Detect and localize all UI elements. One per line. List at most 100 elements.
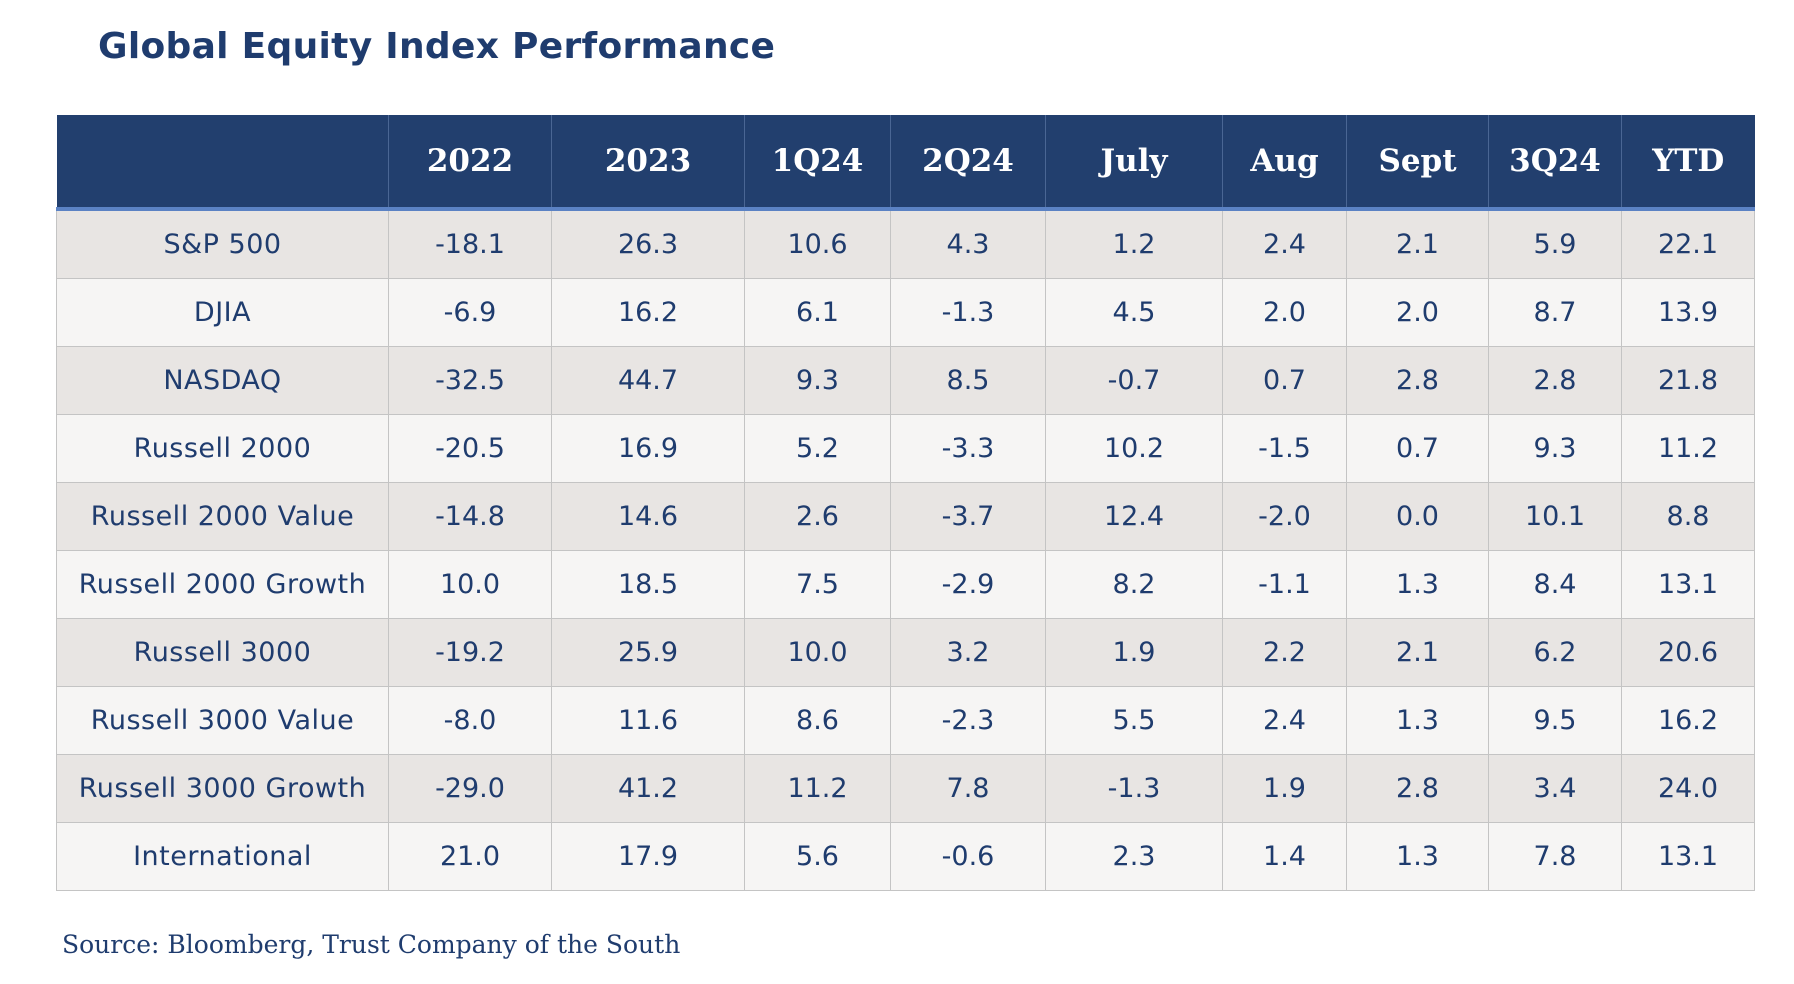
value-cell: 7.8: [890, 754, 1046, 823]
header-cell: 2023: [551, 115, 745, 211]
value-cell: 9.3: [744, 346, 891, 415]
value-cell: 8.8: [1621, 482, 1755, 551]
value-cell: 18.5: [551, 550, 745, 619]
table-row: NASDAQ -32.5 44.7 9.3 8.5 -0.7 0.7 2.8 2.8 21.8: [56, 346, 1755, 415]
value-cell: 11.2: [1621, 414, 1755, 483]
row-label-cell: Russell 2000: [56, 414, 389, 483]
value-cell: 5.2: [744, 414, 891, 483]
value-cell: 10.0: [744, 618, 891, 687]
table-row: Russell 3000 Growth -29.0 41.2 11.2 7.8 -1.3 1…: [56, 754, 1755, 823]
value-cell: 20.6: [1621, 618, 1755, 687]
value-cell: 10.0: [388, 550, 552, 619]
value-cell: 12.4: [1045, 482, 1223, 551]
value-cell: 21.0: [388, 822, 552, 891]
value-cell: 2.0: [1346, 278, 1489, 347]
value-cell: 10.1: [1488, 482, 1622, 551]
value-cell: 1.3: [1346, 822, 1489, 891]
value-cell: 1.9: [1045, 618, 1223, 687]
value-cell: 7.5: [744, 550, 891, 619]
value-cell: -2.9: [890, 550, 1046, 619]
value-cell: 1.9: [1222, 754, 1347, 823]
header-cell: July: [1045, 115, 1223, 211]
value-cell: -29.0: [388, 754, 552, 823]
header-cell: Aug: [1222, 115, 1347, 211]
value-cell: -19.2: [388, 618, 552, 687]
value-cell: -1.3: [1045, 754, 1223, 823]
header-cell: 2Q24: [890, 115, 1046, 211]
table-row: Russell 2000 Value -14.8 14.6 2.6 -3.7 12.4 -2…: [56, 482, 1755, 551]
value-cell: 5.9: [1488, 208, 1622, 279]
value-cell: -3.3: [890, 414, 1046, 483]
value-cell: -20.5: [388, 414, 552, 483]
table-row: Russell 2000 Growth 10.0 18.5 7.5 -2.9 8.2 -1.…: [56, 550, 1755, 619]
table-row: Russell 3000 -19.2 25.9 10.0 3.2 1.9 2.2 2.1 6.2…: [56, 618, 1755, 687]
row-label-cell: NASDAQ: [56, 346, 389, 415]
source-note: Source: Bloomberg, Trust Company of the …: [62, 930, 681, 959]
value-cell: 0.7: [1346, 414, 1489, 483]
header-cell: 2022: [388, 115, 552, 211]
value-cell: 16.9: [551, 414, 745, 483]
performance-table-container: 2022 2023 1Q24 2Q24 July Aug Sept 3Q24 YTD S&P 5…: [56, 115, 1755, 891]
table-row: DJIA -6.9 16.2 6.1 -1.3 4.5 2.0 2.0 8.7 13.9: [56, 278, 1755, 347]
value-cell: 8.5: [890, 346, 1046, 415]
chart-title: Global Equity Index Performance: [98, 26, 776, 67]
value-cell: 0.7: [1222, 346, 1347, 415]
row-label-cell: DJIA: [56, 278, 389, 347]
row-label-cell: Russell 2000 Growth: [56, 550, 389, 619]
value-cell: 2.8: [1346, 754, 1489, 823]
value-cell: -2.0: [1222, 482, 1347, 551]
value-cell: 2.4: [1222, 208, 1347, 279]
value-cell: 8.7: [1488, 278, 1622, 347]
value-cell: 16.2: [551, 278, 745, 347]
value-cell: 0.0: [1346, 482, 1489, 551]
value-cell: -2.3: [890, 686, 1046, 755]
value-cell: -6.9: [388, 278, 552, 347]
value-cell: 4.5: [1045, 278, 1223, 347]
header-cell: 3Q24: [1488, 115, 1622, 211]
value-cell: 1.4: [1222, 822, 1347, 891]
value-cell: -1.5: [1222, 414, 1347, 483]
header-cell: YTD: [1621, 115, 1755, 211]
table-header-row: 2022 2023 1Q24 2Q24 July Aug Sept 3Q24 YTD: [56, 115, 1755, 211]
value-cell: 16.2: [1621, 686, 1755, 755]
value-cell: 1.2: [1045, 208, 1223, 279]
value-cell: 11.6: [551, 686, 745, 755]
value-cell: 10.2: [1045, 414, 1223, 483]
header-cell-label: [56, 115, 389, 211]
header-cell: Sept: [1346, 115, 1489, 211]
value-cell: 2.2: [1222, 618, 1347, 687]
value-cell: 44.7: [551, 346, 745, 415]
value-cell: 2.8: [1488, 346, 1622, 415]
value-cell: -8.0: [388, 686, 552, 755]
value-cell: 24.0: [1621, 754, 1755, 823]
value-cell: -0.6: [890, 822, 1046, 891]
value-cell: 13.1: [1621, 822, 1755, 891]
value-cell: 2.1: [1346, 208, 1489, 279]
header-cell: 1Q24: [744, 115, 891, 211]
value-cell: 26.3: [551, 208, 745, 279]
value-cell: 2.6: [744, 482, 891, 551]
value-cell: -1.1: [1222, 550, 1347, 619]
row-label-cell: Russell 3000 Value: [56, 686, 389, 755]
row-label-cell: Russell 3000: [56, 618, 389, 687]
value-cell: 5.5: [1045, 686, 1223, 755]
value-cell: 13.1: [1621, 550, 1755, 619]
value-cell: 3.4: [1488, 754, 1622, 823]
value-cell: 7.8: [1488, 822, 1622, 891]
value-cell: 2.0: [1222, 278, 1347, 347]
value-cell: -1.3: [890, 278, 1046, 347]
value-cell: 11.2: [744, 754, 891, 823]
value-cell: -14.8: [388, 482, 552, 551]
value-cell: 9.3: [1488, 414, 1622, 483]
performance-table: 2022 2023 1Q24 2Q24 July Aug Sept 3Q24 YTD S&P 5…: [56, 115, 1755, 891]
table-row: Russell 3000 Value -8.0 11.6 8.6 -2.3 5.5 2.4 1…: [56, 686, 1755, 755]
value-cell: -3.7: [890, 482, 1046, 551]
row-label-cell: Russell 2000 Value: [56, 482, 389, 551]
table-body: S&P 500 -18.1 26.3 10.6 4.3 1.2 2.4 2.1 5.9 22.1 D…: [56, 208, 1755, 891]
value-cell: 1.3: [1346, 550, 1489, 619]
value-cell: 14.6: [551, 482, 745, 551]
value-cell: 1.3: [1346, 686, 1489, 755]
row-label-cell: S&P 500: [56, 208, 389, 279]
value-cell: 4.3: [890, 208, 1046, 279]
row-label-cell: Russell 3000 Growth: [56, 754, 389, 823]
